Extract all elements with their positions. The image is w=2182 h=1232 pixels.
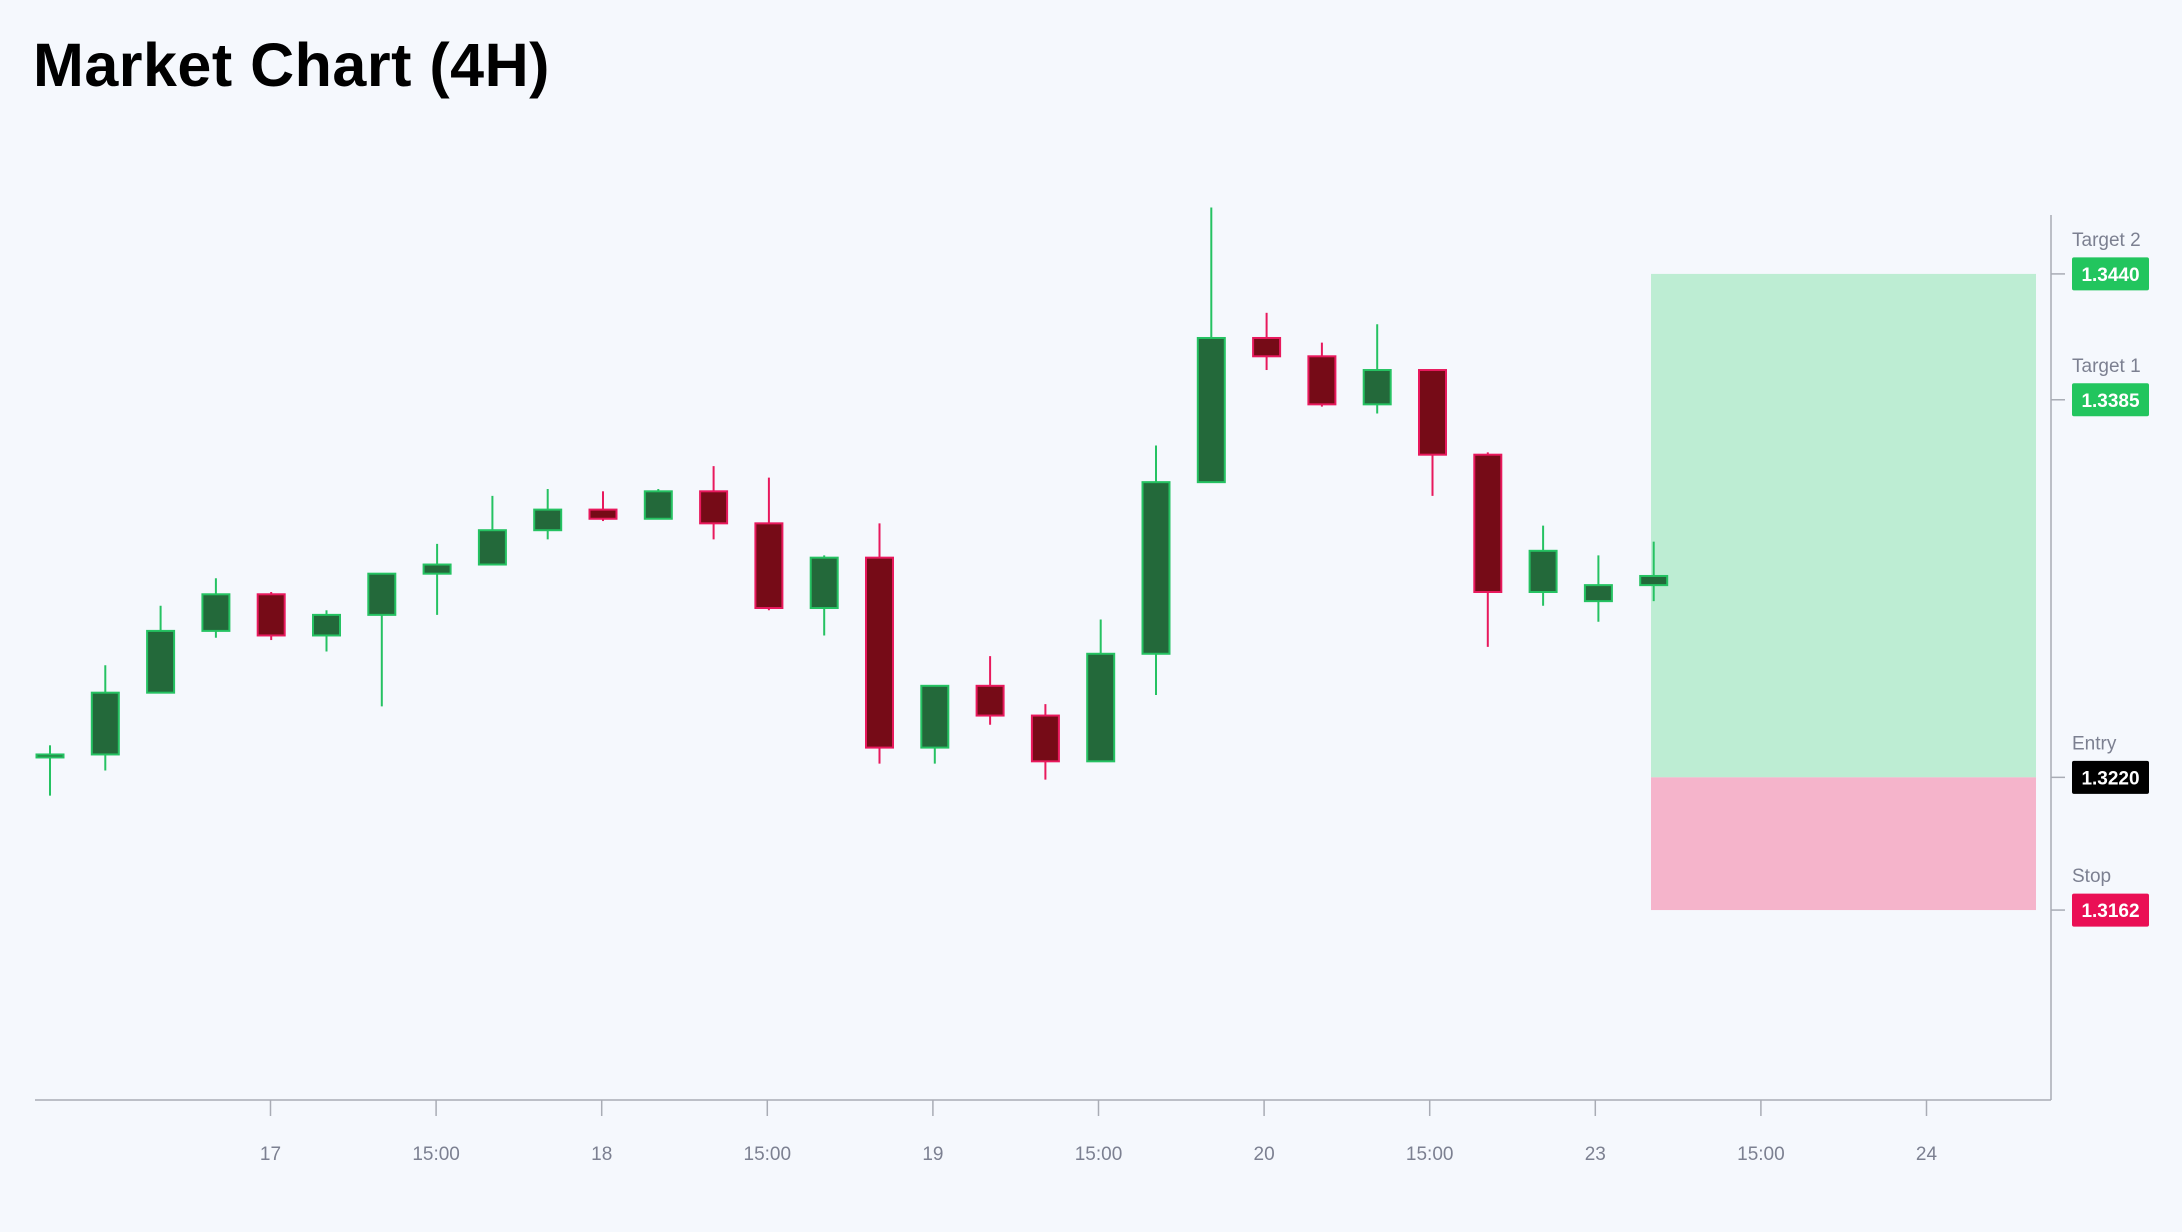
candle[interactable] [35, 745, 65, 796]
candle-body [201, 593, 231, 632]
level-badge [2072, 383, 2149, 417]
candle-body [367, 572, 397, 616]
candle[interactable] [312, 610, 341, 652]
candle[interactable] [809, 555, 839, 636]
x-tick-label: 24 [1916, 1144, 1938, 1165]
candle[interactable] [1252, 312, 1282, 371]
level-entry[interactable]: Entry 1.3220 [2051, 733, 2149, 794]
chart-title: Market Chart (4H) [33, 31, 550, 99]
level-value: 1.3385 [2081, 391, 2140, 412]
candle[interactable] [920, 684, 950, 764]
loss-zone [1651, 777, 2036, 911]
candle-body [920, 684, 950, 749]
candle[interactable] [1583, 555, 1613, 622]
candle[interactable] [367, 572, 397, 707]
candle-body [256, 593, 286, 637]
candle[interactable] [90, 665, 120, 771]
candle-body [1418, 369, 1447, 456]
candle[interactable] [588, 491, 618, 522]
candle-body [1307, 355, 1337, 406]
level-badge [2072, 760, 2149, 794]
candle[interactable] [643, 489, 673, 520]
x-tick-label: 15:00 [1406, 1144, 1454, 1165]
candle-body [35, 753, 65, 759]
candle-body [1362, 369, 1392, 406]
candle[interactable] [1030, 704, 1060, 780]
level-stop[interactable]: Stop 1.3162 [2051, 866, 2149, 927]
candle[interactable] [865, 523, 894, 764]
candle-body [865, 556, 894, 749]
candle[interactable] [201, 578, 231, 638]
x-tick-label: 15:00 [1737, 1144, 1785, 1165]
position-zones [1651, 273, 2036, 911]
x-tick-label: 15:00 [1075, 1144, 1123, 1165]
candle[interactable] [1418, 369, 1447, 496]
candle-body [1141, 481, 1171, 655]
candle-body [477, 529, 507, 566]
level-name: Entry [2072, 733, 2117, 754]
candle[interactable] [533, 489, 563, 540]
level-badge [2072, 257, 2149, 291]
level-value: 1.3220 [2081, 768, 2139, 789]
candle-body [809, 556, 839, 610]
level-value: 1.3162 [2081, 901, 2139, 922]
x-tick-label: 23 [1585, 1144, 1606, 1165]
candle[interactable] [422, 543, 452, 615]
candle-body [1196, 336, 1226, 484]
level-name: Target 1 [2072, 356, 2141, 377]
candle-body [1473, 453, 1503, 593]
profit-zone [1651, 273, 2036, 778]
position-levels: Target 2 1.3440 Target 1 1.3385 Entry 1.3220 S… [2051, 230, 2149, 927]
x-tick-label: 19 [922, 1144, 943, 1165]
candle[interactable] [1528, 525, 1558, 606]
candle[interactable] [1473, 452, 1503, 647]
candle-body [1639, 574, 1669, 587]
level-target-1[interactable]: Target 1 1.3385 [2051, 356, 2149, 417]
candle-body [146, 629, 176, 694]
level-value: 1.3440 [2081, 265, 2139, 286]
level-badge [2072, 893, 2149, 927]
level-name: Stop [2072, 866, 2111, 887]
candle-body [699, 490, 729, 525]
candle-body [90, 691, 120, 756]
candle-body [588, 508, 618, 520]
axes: 17 15:00 18 15:00 19 15:00 20 15:00 23 15:00 24 [35, 215, 2052, 1165]
candle-body [312, 613, 341, 637]
candle-body [1252, 336, 1282, 358]
candle-body [1086, 652, 1116, 763]
candle-body [1583, 584, 1613, 603]
candle[interactable] [477, 495, 507, 566]
x-tick-label: 18 [591, 1144, 612, 1165]
candle[interactable] [754, 477, 784, 611]
candle-body [1528, 549, 1558, 593]
candle[interactable] [256, 591, 286, 641]
candle-body [533, 508, 563, 532]
candle[interactable] [1362, 324, 1392, 414]
candle[interactable] [146, 605, 176, 694]
candle-body [975, 684, 1005, 717]
candles [35, 207, 1669, 796]
candle[interactable] [1086, 619, 1116, 763]
x-tick-label: 15:00 [744, 1144, 792, 1165]
level-name: Target 2 [2072, 230, 2141, 251]
candle[interactable] [975, 656, 1005, 725]
level-target-2[interactable]: Target 2 1.3440 [2051, 230, 2149, 291]
candle[interactable] [1307, 342, 1337, 407]
candle[interactable] [1639, 541, 1669, 602]
candle[interactable] [1141, 445, 1171, 695]
candle-body [422, 563, 452, 575]
candle-body [643, 490, 673, 520]
candle-body [1030, 714, 1060, 763]
candle[interactable] [1196, 207, 1226, 484]
candle-body [754, 522, 784, 610]
candle[interactable] [699, 466, 729, 540]
x-tick-label: 15:00 [412, 1144, 460, 1165]
x-tick-label: 17 [260, 1144, 281, 1165]
x-tick-label: 20 [1254, 1144, 1275, 1165]
